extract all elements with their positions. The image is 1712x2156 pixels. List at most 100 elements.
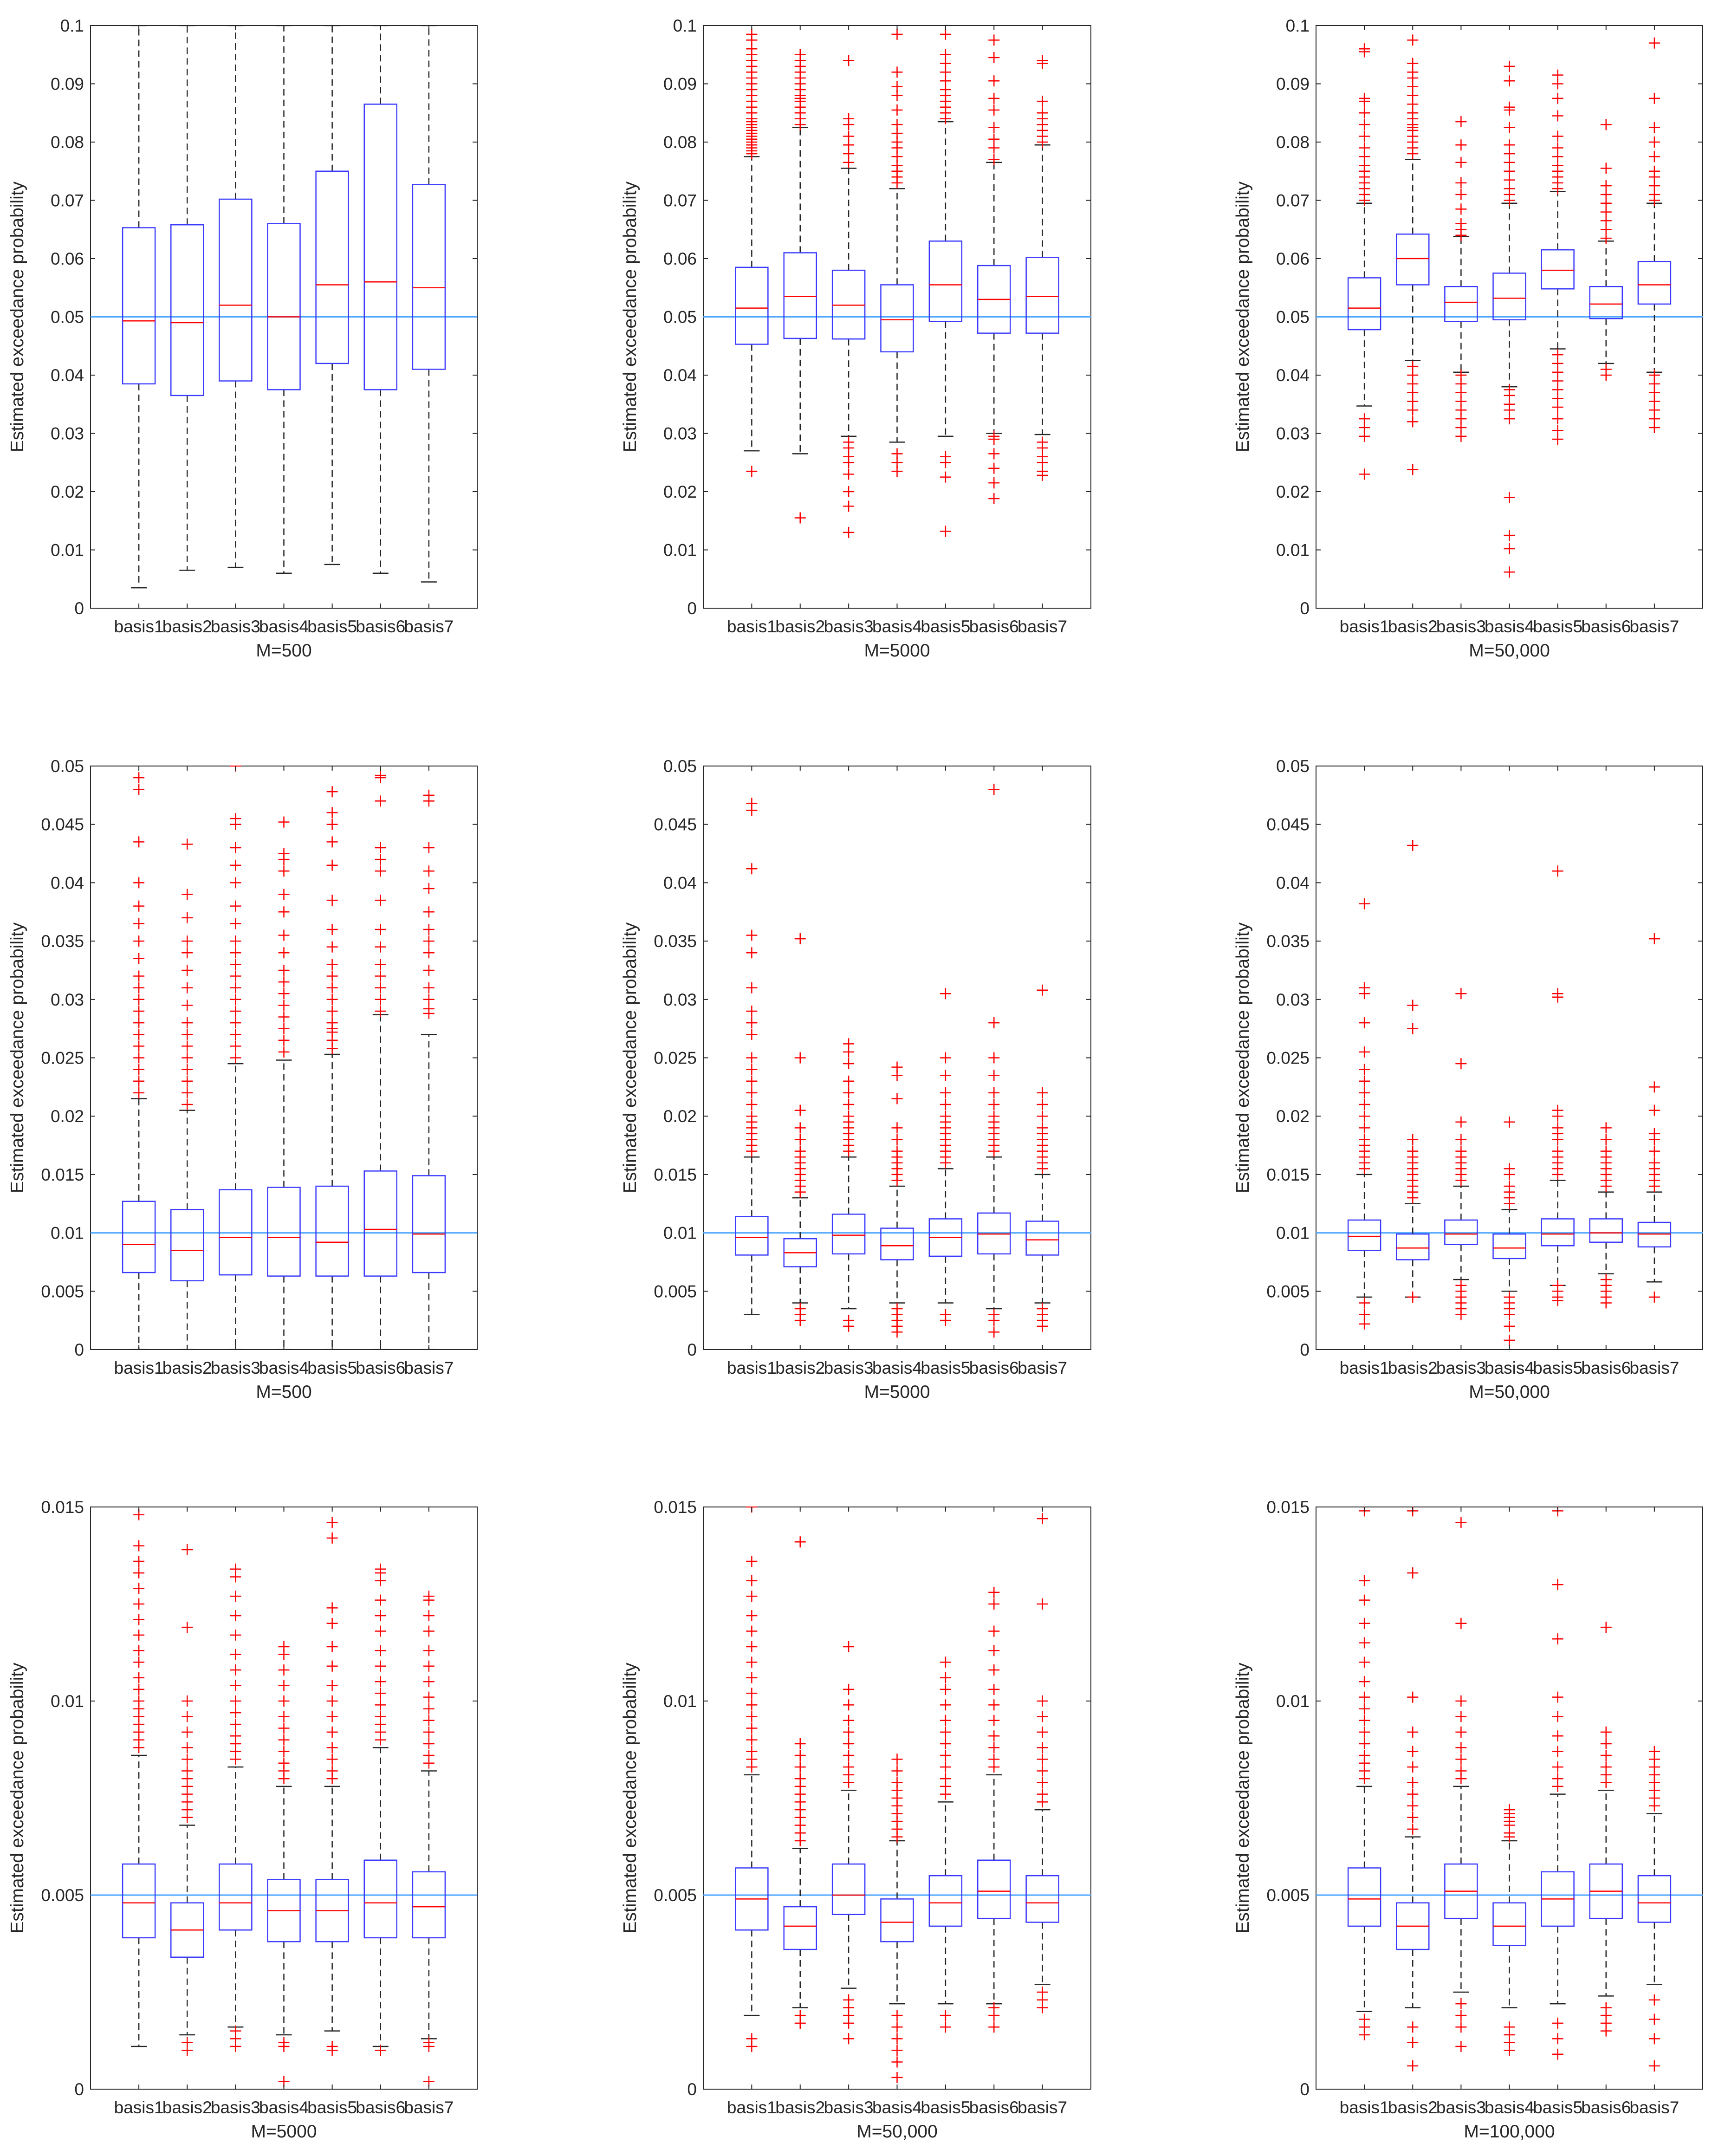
outlier-point (794, 1750, 806, 1761)
outlier-point (988, 477, 1000, 489)
outlier-point (843, 1683, 855, 1695)
outlier-point (1504, 2021, 1515, 2033)
outlier-point (1359, 1575, 1370, 1586)
y-tick-label: 0.005 (654, 1886, 697, 1905)
outlier-point (230, 1680, 241, 1691)
outlier-point (1359, 1594, 1370, 1606)
outlier-point (1359, 1110, 1370, 1122)
x-tick-label: basis6 (1581, 2098, 1631, 2117)
plot-area (122, 766, 446, 1350)
outlier-point (182, 982, 193, 994)
outlier-point (375, 994, 386, 1005)
box-basis2 (1396, 839, 1430, 1303)
outlier-point (278, 865, 290, 877)
outlier-point (182, 1029, 193, 1040)
outlier-point (326, 1017, 338, 1029)
iqr-box (1541, 249, 1575, 290)
iqr-box (1492, 1233, 1526, 1260)
outlier-point (1359, 2013, 1370, 2025)
outlier-point (375, 1005, 386, 1017)
outlier-point (1037, 1711, 1048, 1722)
outlier-point (1455, 2021, 1467, 2033)
outlier-point (843, 113, 855, 124)
outlier-point (326, 1005, 338, 1017)
outlier-point (423, 994, 434, 1005)
y-axis-label: Estimated exceedance probability (620, 181, 640, 452)
outlier-point (794, 1738, 806, 1749)
box-basis3 (1444, 988, 1478, 1320)
x-tick-label: basis1 (114, 2098, 164, 2117)
outlier-point (182, 1711, 193, 1722)
outlier-point (1359, 119, 1370, 130)
y-axis-label: Estimated exceedance probability (620, 922, 640, 1193)
outlier-point (940, 471, 951, 483)
x-tick-label: basis7 (404, 617, 454, 636)
iqr-box (412, 1871, 446, 1939)
outlier-point (1359, 1309, 1370, 1320)
outlier-point (1600, 119, 1612, 130)
outlier-point (1455, 1145, 1467, 1157)
y-tick-label: 0.05 (51, 308, 84, 327)
outlier-point (1648, 1145, 1660, 1157)
y-tick-label: 0.01 (1276, 1224, 1310, 1243)
outlier-point (794, 1104, 806, 1116)
x-tick-label: basis6 (969, 617, 1019, 636)
outlier-point (1600, 364, 1612, 375)
outlier-point (1407, 1812, 1419, 1823)
y-tick-label: 0.05 (663, 308, 697, 327)
outlier-point (988, 1326, 1000, 1338)
iqr-box (1396, 234, 1430, 286)
outlier-point (940, 1699, 951, 1711)
outlier-point (133, 982, 145, 994)
box-basis5 (1541, 69, 1575, 445)
outlier-point (1359, 413, 1370, 425)
outlier-point (988, 1683, 1000, 1695)
outlier-point (843, 1714, 855, 1726)
box-basis1 (1347, 43, 1381, 480)
box-basis3 (1444, 116, 1478, 442)
outlier-point (988, 92, 1000, 104)
outlier-point (1359, 1046, 1370, 1058)
outlier-point (794, 1134, 806, 1145)
outlier-point (182, 1742, 193, 1753)
x-tick-label: basis7 (1629, 617, 1679, 636)
y-tick-label: 0 (74, 2080, 84, 2099)
outlier-point (746, 1075, 758, 1087)
outlier-point (133, 1540, 145, 1552)
box-basis1 (1347, 898, 1381, 1330)
outlier-point (326, 1641, 338, 1652)
y-tick-label: 0.1 (673, 16, 697, 35)
outlier-point (326, 1765, 338, 1777)
y-axis-label: Estimated exceedance probability (7, 181, 27, 452)
outlier-point (230, 877, 241, 889)
outlier-point (746, 1610, 758, 1622)
outlier-point (230, 970, 241, 982)
outlier-point (843, 1099, 855, 1110)
outlier-point (988, 154, 1000, 165)
iqr-box (1444, 1219, 1478, 1245)
outlier-point (1504, 75, 1515, 87)
box-basis6 (1589, 1622, 1623, 2037)
outlier-point (940, 1738, 951, 1749)
outlier-point (1504, 1181, 1515, 1192)
box-basis6 (977, 784, 1011, 1338)
y-tick-label: 0.09 (1276, 75, 1310, 94)
outlier-point (1600, 1274, 1612, 1286)
outlier-point (988, 1017, 1000, 1029)
outlier-point (278, 1711, 290, 1722)
outlier-point (746, 1722, 758, 1734)
outlier-point (746, 982, 758, 994)
outlier-point (1359, 1099, 1370, 1110)
outlier-point (230, 859, 241, 871)
outlier-point (133, 1614, 145, 1625)
outlier-point (133, 1567, 145, 1579)
outlier-point (1504, 566, 1515, 578)
iqr-box (267, 1187, 301, 1277)
x-tick-label: basis5 (921, 2098, 970, 2117)
outlier-point (1455, 1279, 1467, 1291)
x-axis-label: M=50,000 (856, 2122, 938, 2142)
outlier-point (1037, 1788, 1048, 1800)
outlier-point (1407, 1134, 1419, 1145)
outlier-point (1407, 416, 1419, 428)
